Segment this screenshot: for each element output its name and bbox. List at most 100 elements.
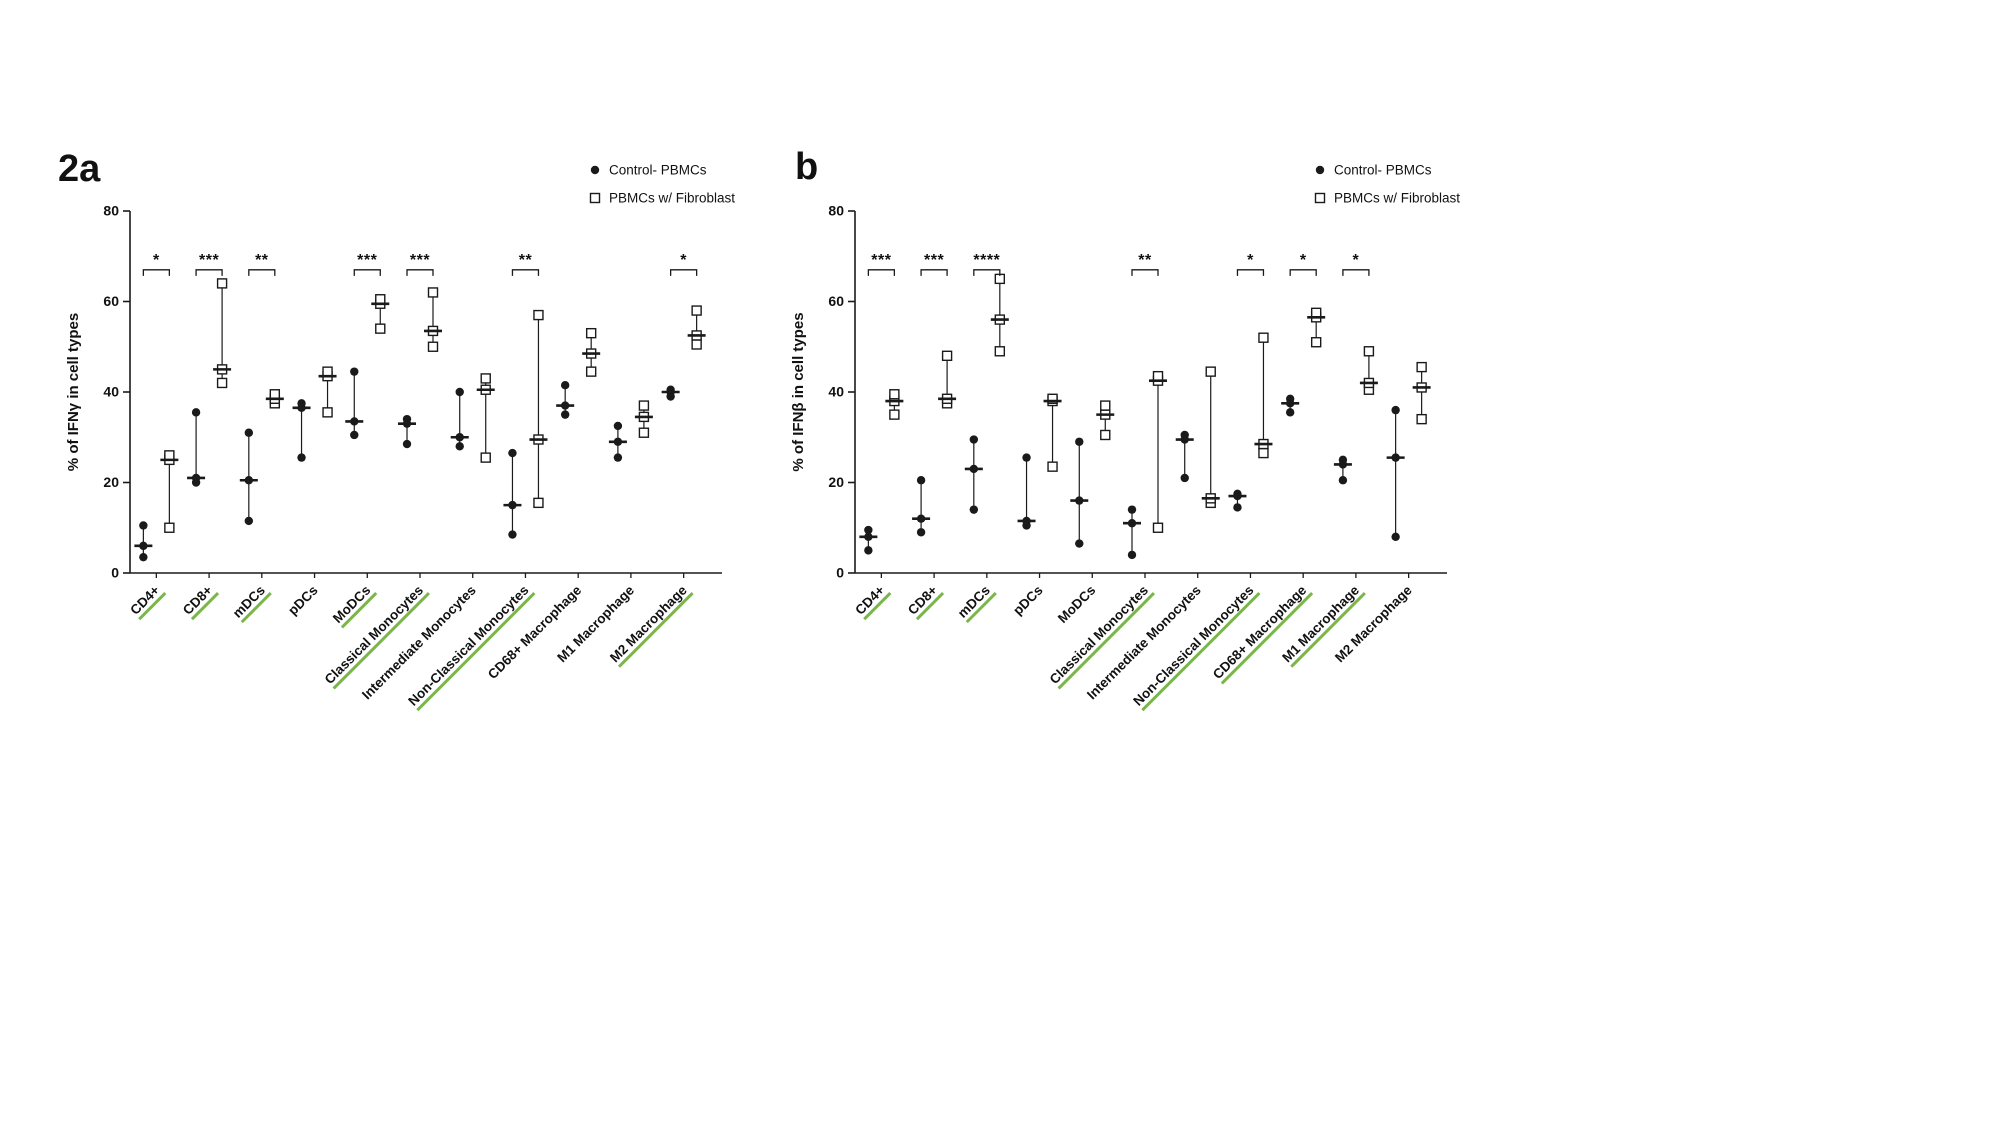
data-point-control xyxy=(1285,408,1295,417)
x-category-label: pDCs xyxy=(285,583,321,619)
data-point-fibroblast xyxy=(533,309,544,321)
data-point-fibroblast xyxy=(638,400,650,411)
data-point-control xyxy=(508,448,517,458)
panel-2a-label: 2a xyxy=(58,148,101,190)
data-point-control xyxy=(613,453,623,462)
x-category-label-group: Classical Monocytes xyxy=(1047,583,1156,690)
data-point-control xyxy=(139,521,148,530)
significance-bracket xyxy=(353,269,381,276)
category-underline xyxy=(138,592,167,621)
data-point-fibroblast xyxy=(1416,413,1427,425)
data-point-control xyxy=(350,367,359,376)
x-category-label-group: CD8+ xyxy=(905,582,945,621)
category-underline xyxy=(1220,592,1314,685)
data-point-control xyxy=(1127,550,1137,560)
x-category-label-group: pDCs xyxy=(1010,583,1046,619)
data-point-fibroblast xyxy=(1047,393,1058,404)
data-point-fibroblast xyxy=(427,287,439,298)
category-underline xyxy=(190,592,220,621)
data-point-control xyxy=(560,381,570,390)
data-point-fibroblast xyxy=(638,427,650,438)
data-point-fibroblast xyxy=(1258,332,1269,343)
data-point-control xyxy=(244,428,254,437)
significance-stars: *** xyxy=(199,252,219,269)
category-underline xyxy=(863,592,892,621)
data-point-fibroblast xyxy=(1416,361,1427,373)
data-point-control xyxy=(350,430,359,440)
x-category-label-group: MoDCs xyxy=(1055,583,1098,626)
data-point-control xyxy=(1075,539,1084,548)
significance-bracket xyxy=(511,269,540,276)
panel-b: b 0 20 40 60 80 % of IFNβ in cell types CD4+ CD… xyxy=(765,140,1725,780)
significance-bracket xyxy=(867,269,896,276)
x-category-label-group: CD4+ xyxy=(852,582,892,621)
legend-marker-square xyxy=(589,192,601,204)
x-category-label-group: CD4+ xyxy=(127,582,167,621)
x-category-label-group: mDCs xyxy=(230,583,272,624)
ifn-gamma-chart: 0 20 40 60 80 % of IFNγ in cell types CD4+ CD8+… xyxy=(65,163,735,712)
data-point-control xyxy=(402,414,412,424)
x-category-label-group: MoDCs xyxy=(330,583,378,629)
data-point-fibroblast xyxy=(480,373,491,384)
legend-label-fibroblast: PBMCs w/ Fibroblast xyxy=(1334,191,1460,206)
data-point-fibroblast xyxy=(889,389,900,400)
category-underline xyxy=(416,592,536,712)
significance-bracket xyxy=(248,269,276,276)
data-point-fibroblast xyxy=(994,346,1006,357)
significance-bracket xyxy=(406,269,434,276)
category-underline xyxy=(340,592,378,629)
y-tick-label: 20 xyxy=(103,474,119,490)
data-point-control xyxy=(916,476,926,485)
significance-stars: ** xyxy=(1138,252,1152,269)
data-point-control xyxy=(297,453,306,462)
data-point-control xyxy=(139,552,148,562)
significance-stars: * xyxy=(1300,252,1307,269)
legend-label-control: Control- PBMCs xyxy=(609,163,707,178)
data-point-control xyxy=(864,546,873,555)
significance-stars: ** xyxy=(255,252,269,269)
significance-bracket xyxy=(973,269,1001,276)
data-point-control xyxy=(1075,437,1084,446)
data-point-fibroblast xyxy=(216,377,228,389)
significance-bracket xyxy=(1131,269,1159,276)
data-point-control xyxy=(613,421,623,431)
category-underline xyxy=(332,592,431,690)
significance-bracket xyxy=(142,269,171,276)
significance-stars: *** xyxy=(924,252,944,269)
data-point-fibroblast xyxy=(1100,429,1111,441)
significance-stars: *** xyxy=(871,252,891,269)
significance-stars: ** xyxy=(519,252,533,269)
data-point-control xyxy=(969,435,979,444)
data-point-control xyxy=(1391,532,1400,541)
data-point-control xyxy=(297,399,306,408)
data-point-control xyxy=(244,516,254,526)
data-point-fibroblast xyxy=(1310,337,1322,348)
data-point-control xyxy=(1022,453,1031,462)
data-point-control xyxy=(508,530,517,539)
x-category-label: CD68+ Macrophage xyxy=(485,582,585,682)
significance-bracket xyxy=(1236,269,1265,276)
y-tick-label: 40 xyxy=(103,384,119,400)
data-point-control xyxy=(455,387,464,397)
significance-stars: * xyxy=(680,252,687,269)
significance-stars: *** xyxy=(357,252,377,269)
ifn-beta-chart: 0 20 40 60 80 % of IFNβ in cell types CD4+ CD8+… xyxy=(790,163,1460,712)
data-point-fibroblast xyxy=(269,389,281,400)
y-tick-label: 80 xyxy=(103,203,119,219)
data-point-fibroblast xyxy=(1205,366,1216,377)
data-point-control xyxy=(864,525,873,535)
significance-stars: **** xyxy=(973,252,1000,269)
y-tick-label: 60 xyxy=(103,293,119,309)
x-category-label-group: CD68+ Macrophage xyxy=(485,582,585,682)
significance-stars: * xyxy=(1247,252,1254,269)
data-point-fibroblast xyxy=(1152,522,1164,533)
data-point-fibroblast xyxy=(533,497,544,509)
significance-bracket xyxy=(1342,269,1370,276)
legend-marker-circle xyxy=(1315,165,1325,175)
data-point-control xyxy=(402,439,412,449)
x-category-label-group: mDCs xyxy=(955,583,997,624)
panel-2a: 2a 0 20 40 60 80 % of IFNγ in cell types CD4+ C… xyxy=(40,140,1000,780)
category-underline xyxy=(965,592,997,624)
y-tick-label: 40 xyxy=(828,384,844,400)
